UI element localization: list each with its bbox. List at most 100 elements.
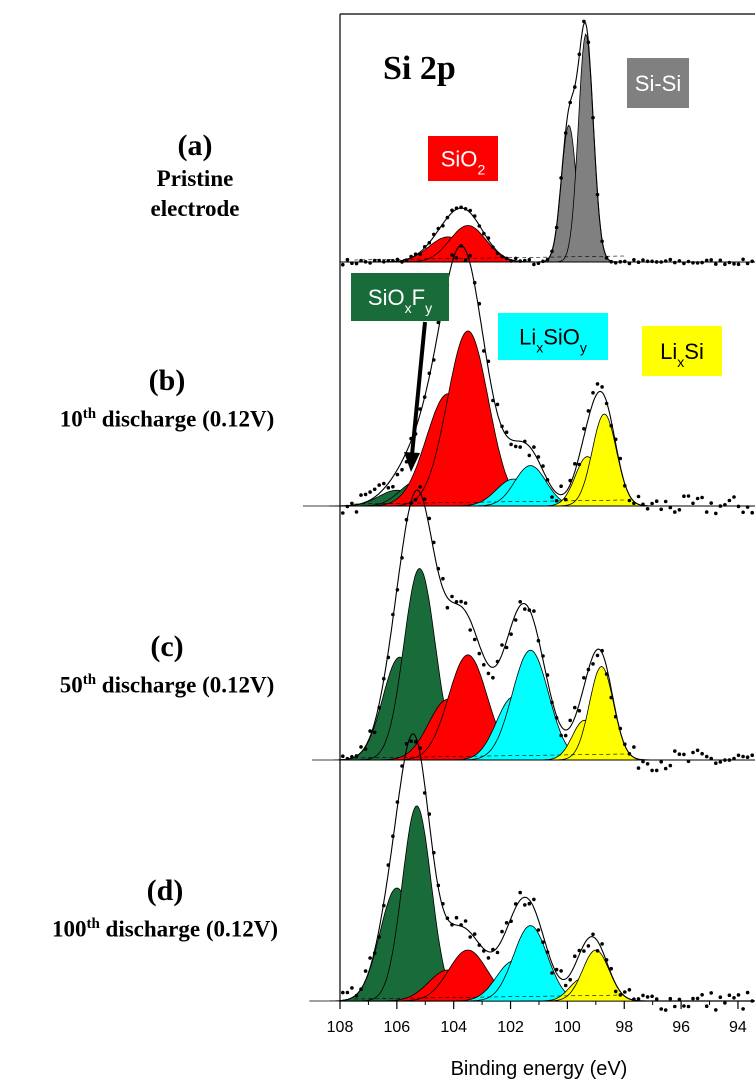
- data-point: [714, 511, 718, 516]
- data-point: [545, 478, 550, 482]
- data-point: [341, 990, 345, 995]
- data-point: [382, 903, 386, 908]
- data-point: [550, 700, 554, 705]
- label-text-part: F: [412, 285, 425, 310]
- data-point: [527, 453, 532, 458]
- data-point: [541, 259, 545, 264]
- data-point: [541, 464, 545, 468]
- data-point: [650, 501, 654, 506]
- label-text-part: SiO: [441, 147, 478, 172]
- data-point: [682, 752, 686, 757]
- data-point: [641, 502, 645, 507]
- data-point: [600, 942, 604, 946]
- component-peak-lixsi: [541, 413, 667, 507]
- data-point: [582, 949, 586, 953]
- background-line: [354, 994, 625, 1000]
- data-point: [691, 501, 695, 506]
- data-point: [463, 258, 468, 263]
- label-subscript: y: [580, 340, 587, 356]
- data-point: [527, 258, 532, 262]
- data-point: [654, 997, 659, 1001]
- data-point: [559, 484, 563, 489]
- data-point: [545, 673, 550, 677]
- data-point: [418, 407, 423, 411]
- data-point: [636, 997, 641, 1001]
- data-point: [627, 752, 632, 756]
- data-point: [513, 444, 518, 449]
- arrow-line: [410, 321, 427, 456]
- panel-label-a: (a) Pristine electrode: [30, 128, 360, 224]
- data-point: [518, 600, 522, 604]
- data-point: [709, 756, 713, 761]
- data-point: [613, 714, 618, 719]
- data-point: [663, 1008, 668, 1012]
- data-point: [750, 753, 754, 757]
- data-point: [573, 462, 577, 466]
- data-point: [504, 256, 509, 261]
- data-point: [709, 501, 713, 505]
- data-point: [695, 496, 700, 501]
- data-point: [636, 494, 641, 499]
- data-point: [659, 760, 663, 764]
- data-point: [641, 759, 645, 764]
- data-point: [363, 747, 368, 751]
- data-point: [491, 675, 495, 680]
- data-point: [418, 252, 423, 257]
- data-point: [673, 510, 677, 514]
- data-point: [563, 983, 568, 988]
- data-point: [495, 659, 500, 664]
- data-point: [654, 768, 659, 773]
- label-text: LixSiOy: [519, 325, 587, 356]
- data-point: [591, 115, 595, 120]
- data-point: [472, 637, 477, 642]
- data-point: [591, 662, 595, 666]
- data-point: [427, 371, 432, 376]
- data-point: [395, 472, 400, 477]
- data-point: [391, 484, 395, 489]
- data-point: [441, 224, 445, 228]
- data-point: [427, 812, 432, 816]
- x-tick-label: 104: [440, 1019, 467, 1036]
- data-point: [486, 359, 491, 364]
- data-point: [677, 508, 682, 512]
- data-point: [472, 280, 477, 285]
- data-point: [568, 478, 572, 483]
- panel-letter-c: (c): [150, 630, 184, 663]
- data-point: [632, 997, 636, 1001]
- data-point: [604, 672, 609, 676]
- x-tick-label: 98: [615, 1019, 633, 1036]
- data-point: [673, 1004, 677, 1009]
- data-point: [386, 486, 391, 490]
- data-point: [477, 224, 482, 228]
- data-point: [441, 902, 445, 906]
- data-point: [695, 996, 700, 1001]
- panel-desc-d-rest: discharge (0.12V): [99, 916, 279, 942]
- data-point: [650, 259, 654, 264]
- data-point: [382, 676, 386, 681]
- data-point: [595, 382, 600, 386]
- data-point: [454, 915, 459, 920]
- data-point: [541, 654, 545, 658]
- data-point: [595, 653, 600, 658]
- data-point: [404, 517, 409, 522]
- data-point: [482, 949, 486, 953]
- data-point: [686, 494, 691, 498]
- data-point: [727, 498, 732, 503]
- data-point: [409, 739, 413, 743]
- data-point: [432, 850, 436, 855]
- data-point: [395, 588, 400, 592]
- data-point: [459, 923, 463, 927]
- panel-desc-c: 50th discharge (0.12V): [2, 665, 332, 701]
- data-point: [745, 990, 750, 995]
- data-point: [532, 262, 536, 267]
- label-box: [642, 326, 722, 376]
- data-point: [377, 483, 382, 487]
- data-point: [432, 540, 436, 545]
- data-point: [504, 430, 509, 435]
- data-point: [682, 1004, 686, 1008]
- data-point: [536, 455, 541, 459]
- data-point: [500, 929, 504, 934]
- data-point: [563, 131, 568, 135]
